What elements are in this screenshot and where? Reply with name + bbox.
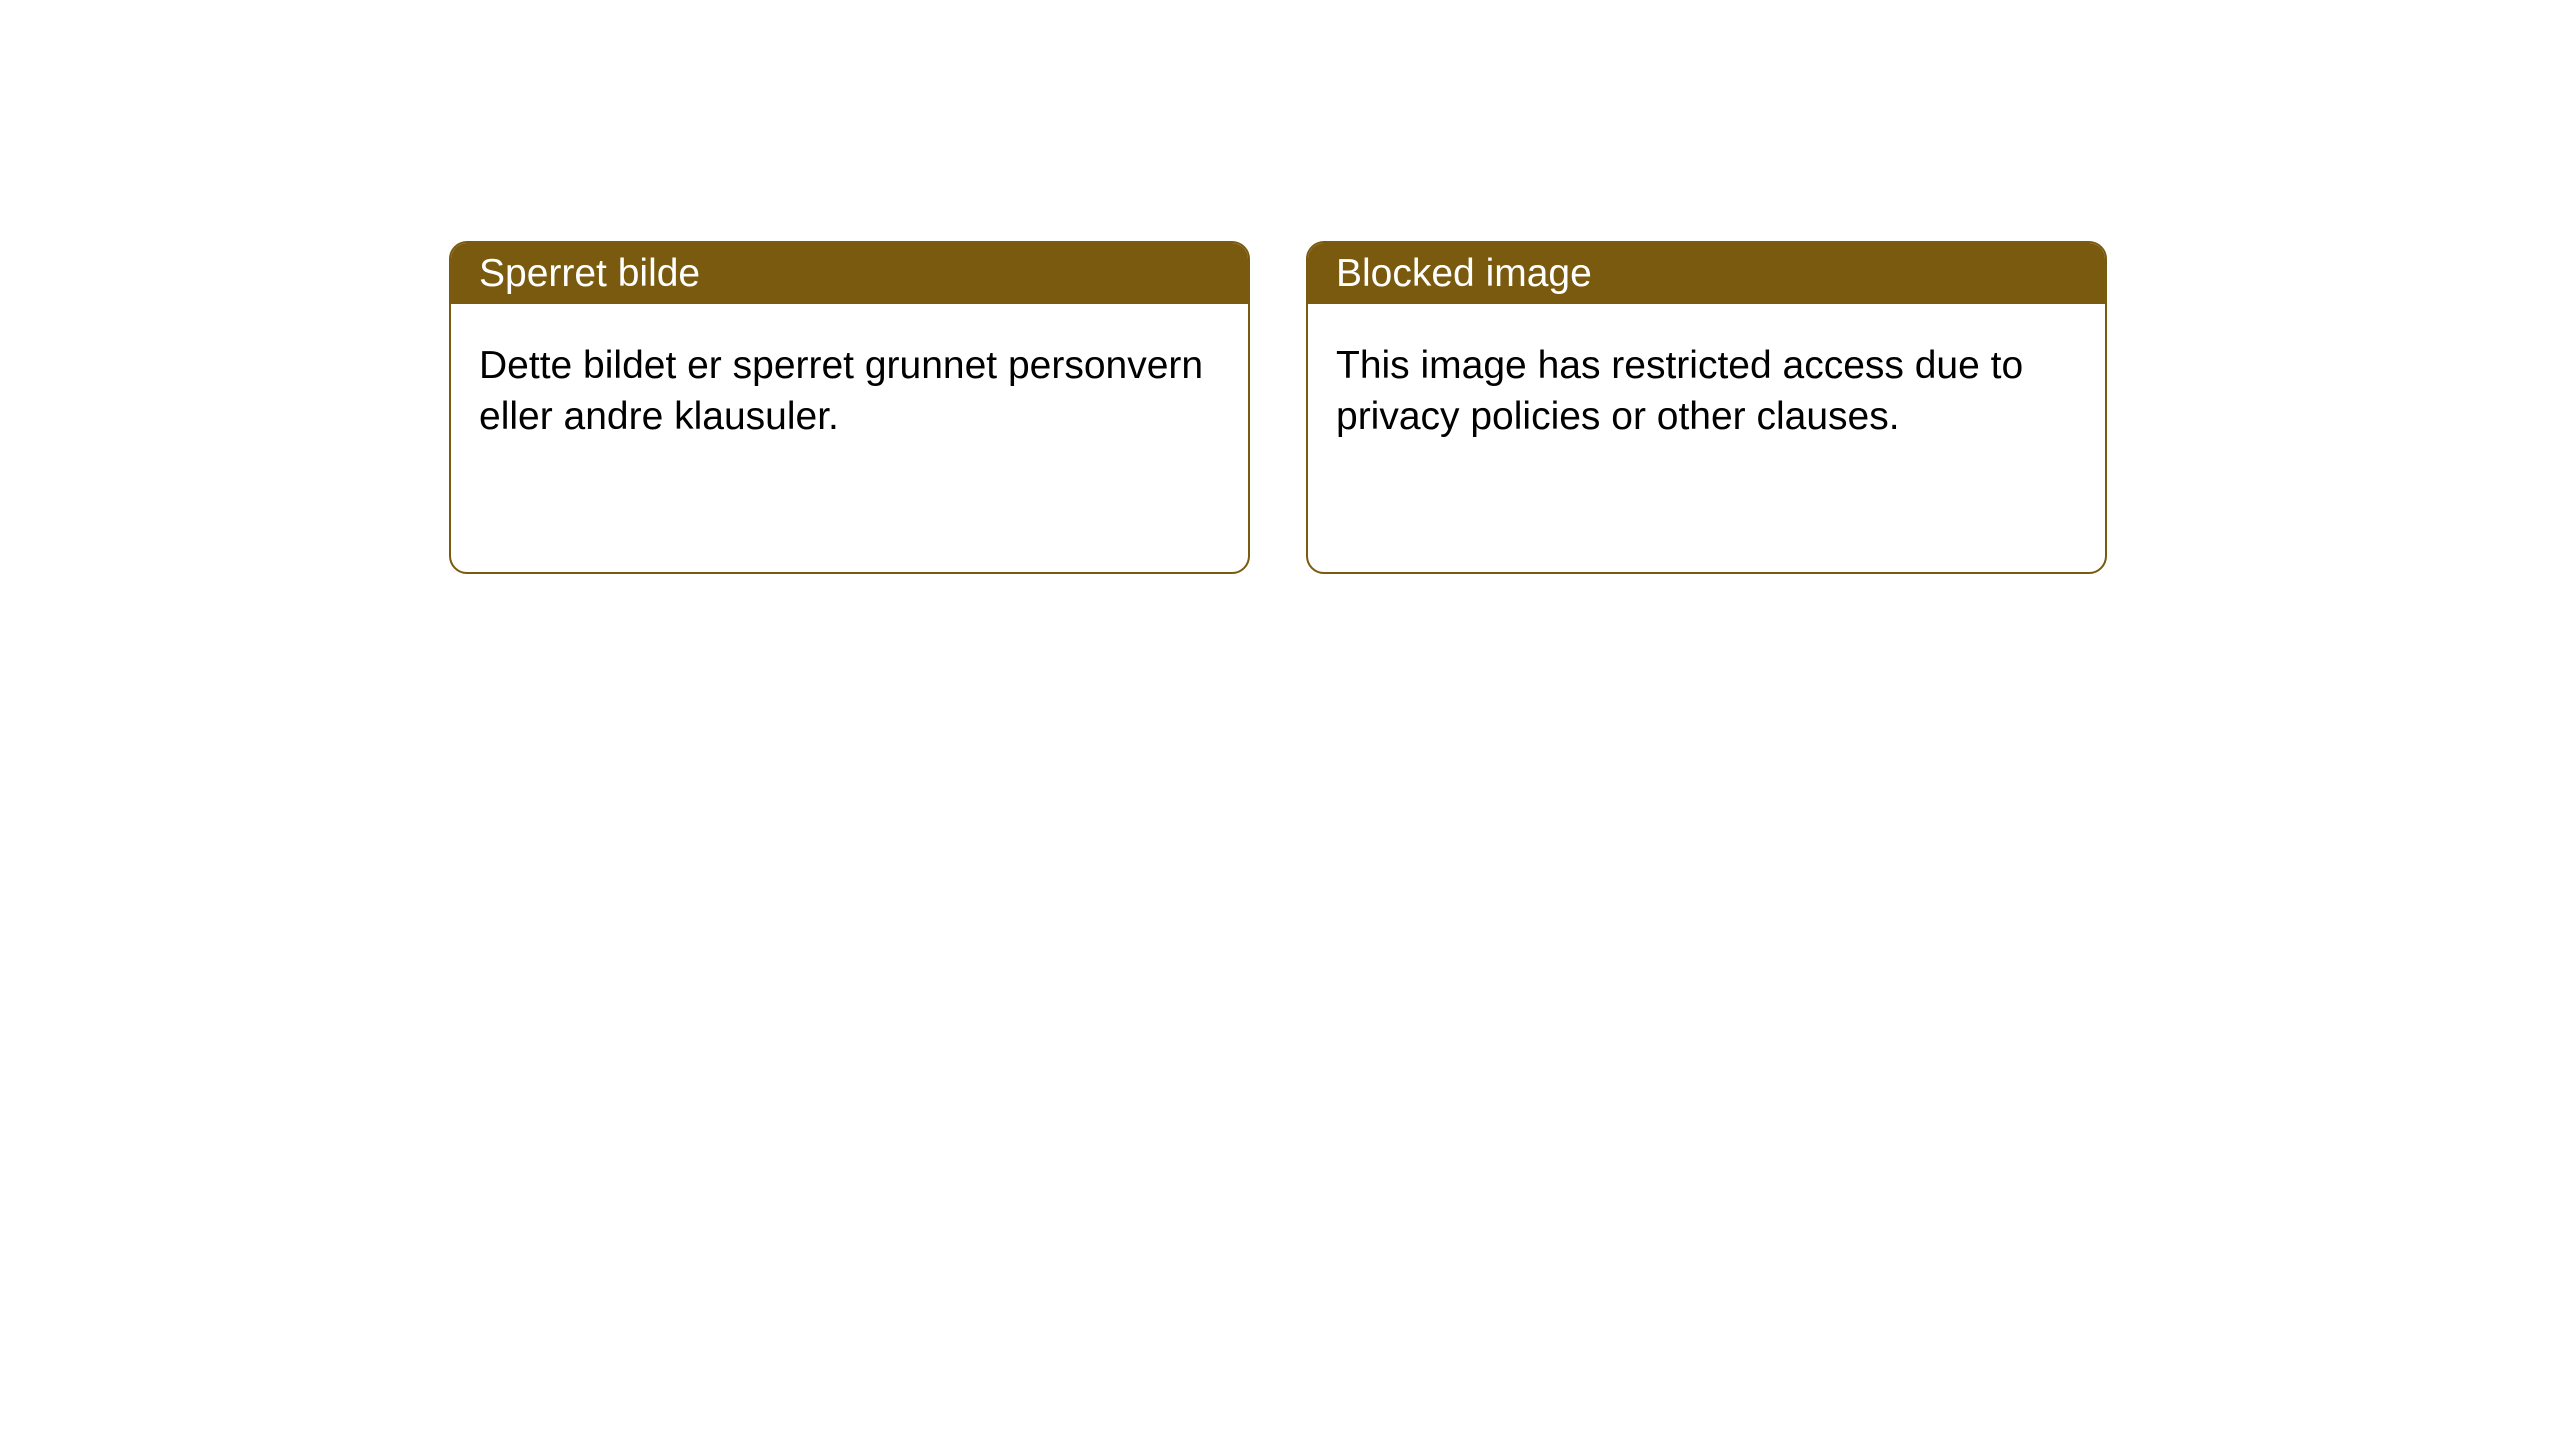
card-title: Blocked image <box>1336 252 1592 296</box>
card-title: Sperret bilde <box>479 252 700 296</box>
card-header: Sperret bilde <box>451 243 1248 304</box>
card-header: Blocked image <box>1308 243 2105 304</box>
card-message: Dette bildet er sperret grunnet personve… <box>479 344 1203 438</box>
card-body: Dette bildet er sperret grunnet personve… <box>451 304 1248 479</box>
card-message: This image has restricted access due to … <box>1336 344 2023 438</box>
blocked-image-card-english: Blocked image This image has restricted … <box>1306 241 2107 574</box>
notice-container: Sperret bilde Dette bildet er sperret gr… <box>0 0 2560 574</box>
card-body: This image has restricted access due to … <box>1308 304 2105 479</box>
blocked-image-card-norwegian: Sperret bilde Dette bildet er sperret gr… <box>449 241 1250 574</box>
